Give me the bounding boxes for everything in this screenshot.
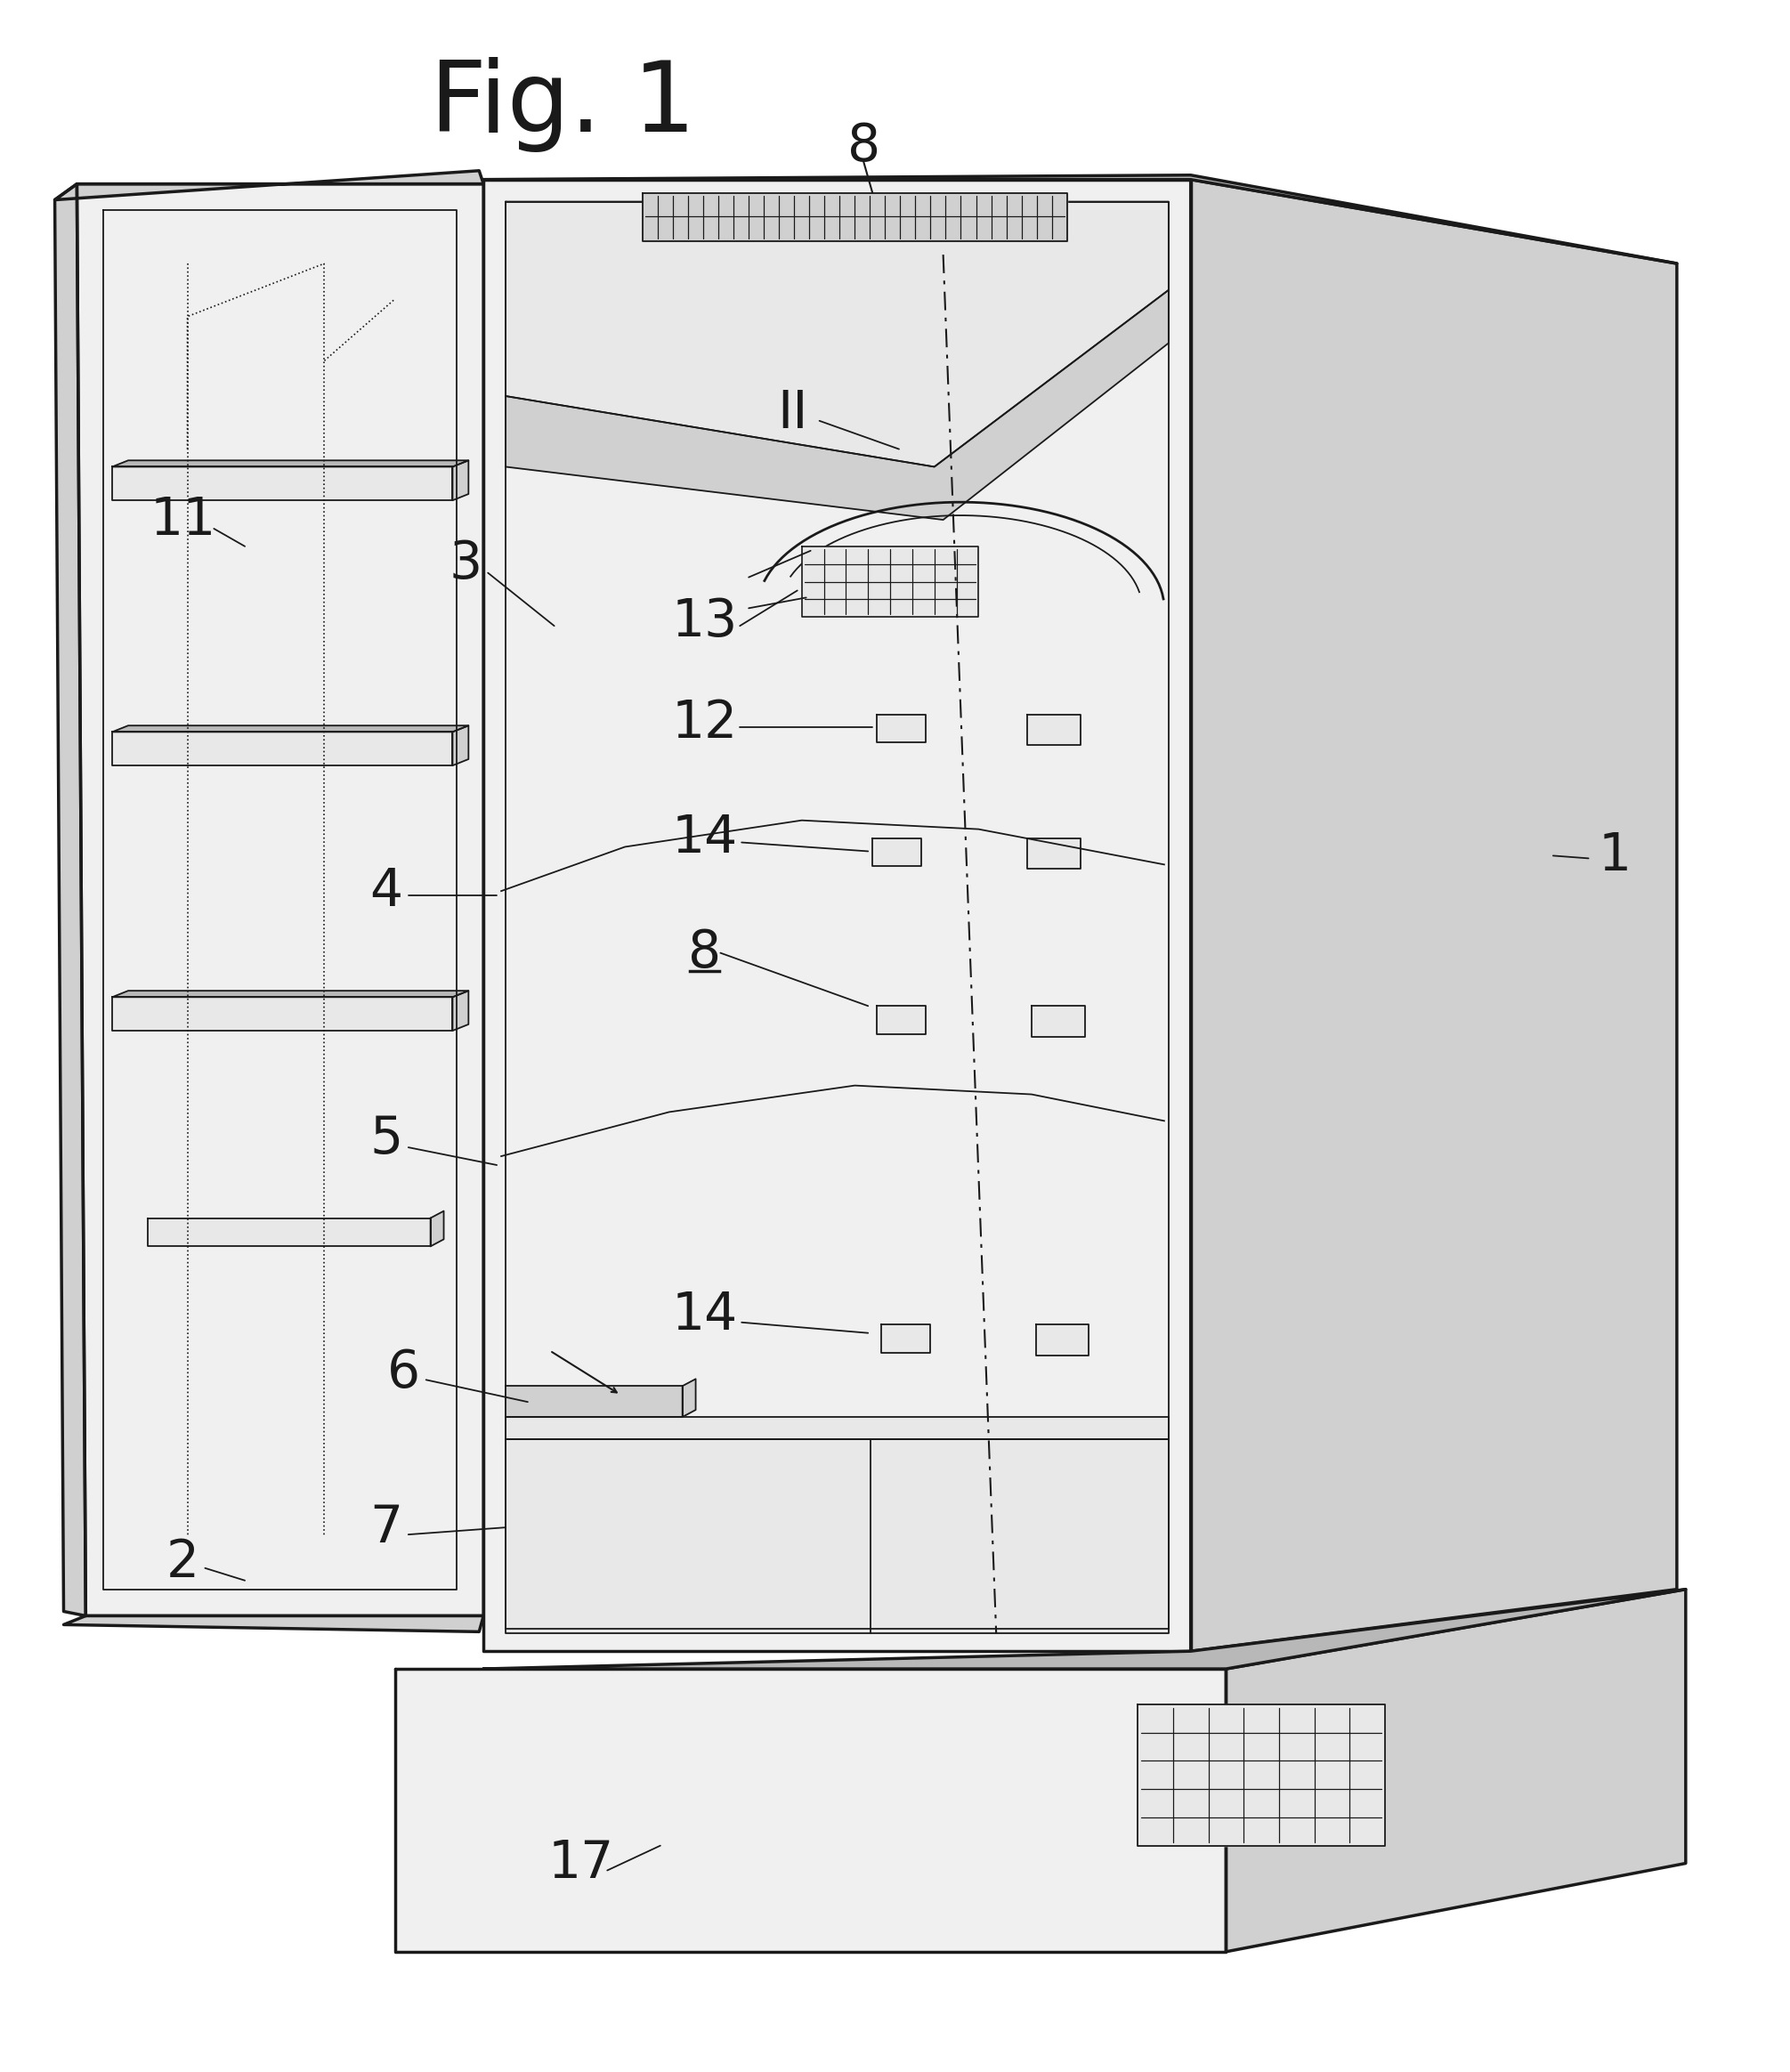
- Polygon shape: [1036, 1324, 1088, 1355]
- Polygon shape: [505, 1440, 1169, 1633]
- Polygon shape: [55, 184, 86, 1616]
- Polygon shape: [113, 990, 469, 997]
- Polygon shape: [505, 1386, 682, 1417]
- Polygon shape: [505, 201, 1169, 466]
- Text: 13: 13: [671, 597, 737, 646]
- Text: 2: 2: [166, 1537, 199, 1587]
- Text: 3: 3: [449, 539, 482, 588]
- Text: 11: 11: [150, 495, 217, 545]
- Polygon shape: [802, 547, 979, 617]
- Polygon shape: [483, 180, 1190, 1651]
- Polygon shape: [1027, 715, 1079, 746]
- Text: 7: 7: [371, 1502, 403, 1552]
- Text: 4: 4: [371, 866, 403, 916]
- Text: 17: 17: [548, 1838, 614, 1890]
- Text: 14: 14: [671, 1291, 737, 1341]
- Polygon shape: [430, 1210, 444, 1247]
- Polygon shape: [64, 1616, 483, 1633]
- Polygon shape: [113, 460, 469, 466]
- Polygon shape: [453, 725, 469, 765]
- Polygon shape: [1226, 1589, 1686, 1952]
- Polygon shape: [881, 1324, 931, 1353]
- Polygon shape: [643, 193, 1067, 240]
- Text: 5: 5: [371, 1113, 403, 1164]
- Text: 1: 1: [1598, 831, 1631, 881]
- Text: Fig. 1: Fig. 1: [430, 56, 696, 151]
- Text: 8: 8: [687, 928, 721, 978]
- Polygon shape: [147, 1218, 430, 1247]
- Text: 14: 14: [671, 812, 737, 864]
- Polygon shape: [1031, 1005, 1085, 1036]
- Polygon shape: [453, 460, 469, 499]
- Polygon shape: [55, 170, 483, 199]
- Polygon shape: [1138, 1703, 1385, 1846]
- Polygon shape: [1190, 180, 1677, 1651]
- Polygon shape: [113, 725, 469, 731]
- Polygon shape: [77, 184, 483, 1616]
- Text: 12: 12: [671, 698, 737, 748]
- Polygon shape: [113, 997, 453, 1030]
- Polygon shape: [682, 1380, 696, 1417]
- Polygon shape: [877, 1005, 925, 1034]
- Polygon shape: [1027, 837, 1079, 868]
- Polygon shape: [877, 715, 925, 742]
- Polygon shape: [483, 176, 1677, 263]
- Polygon shape: [396, 1668, 1226, 1952]
- Text: 8: 8: [847, 122, 881, 172]
- Text: II: II: [777, 387, 809, 439]
- Polygon shape: [872, 837, 922, 866]
- Polygon shape: [505, 1417, 1169, 1440]
- Polygon shape: [483, 1589, 1686, 1668]
- Text: 6: 6: [387, 1347, 421, 1399]
- Polygon shape: [505, 290, 1169, 520]
- Polygon shape: [113, 466, 453, 499]
- Polygon shape: [113, 731, 453, 765]
- Polygon shape: [453, 990, 469, 1030]
